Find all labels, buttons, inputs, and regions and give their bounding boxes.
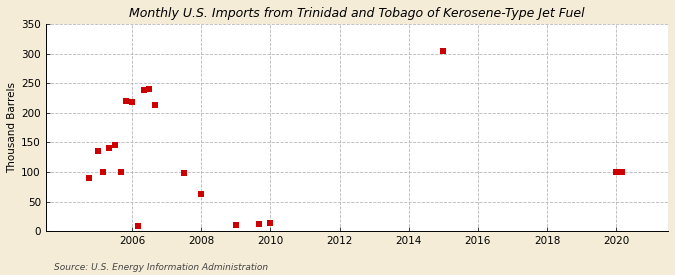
Point [265, 221, 276, 225]
Point [438, 48, 449, 53]
Point [98, 170, 109, 174]
Point [92, 149, 103, 153]
Point [103, 146, 114, 150]
Point [121, 99, 132, 103]
Point [611, 170, 622, 174]
Point [196, 192, 207, 197]
Point [617, 170, 628, 174]
Title: Monthly U.S. Imports from Trinidad and Tobago of Kerosene-Type Jet Fuel: Monthly U.S. Imports from Trinidad and T… [129, 7, 585, 20]
Y-axis label: Thousand Barrels: Thousand Barrels [7, 82, 17, 173]
Point [230, 223, 241, 227]
Point [132, 224, 143, 229]
Point [179, 171, 190, 175]
Text: Source: U.S. Energy Information Administration: Source: U.S. Energy Information Administ… [54, 263, 268, 272]
Point [115, 170, 126, 174]
Point [150, 103, 161, 107]
Point [109, 143, 120, 147]
Point [84, 176, 95, 180]
Point [138, 88, 149, 92]
Point [127, 100, 138, 104]
Point [144, 87, 155, 91]
Point [254, 222, 265, 226]
